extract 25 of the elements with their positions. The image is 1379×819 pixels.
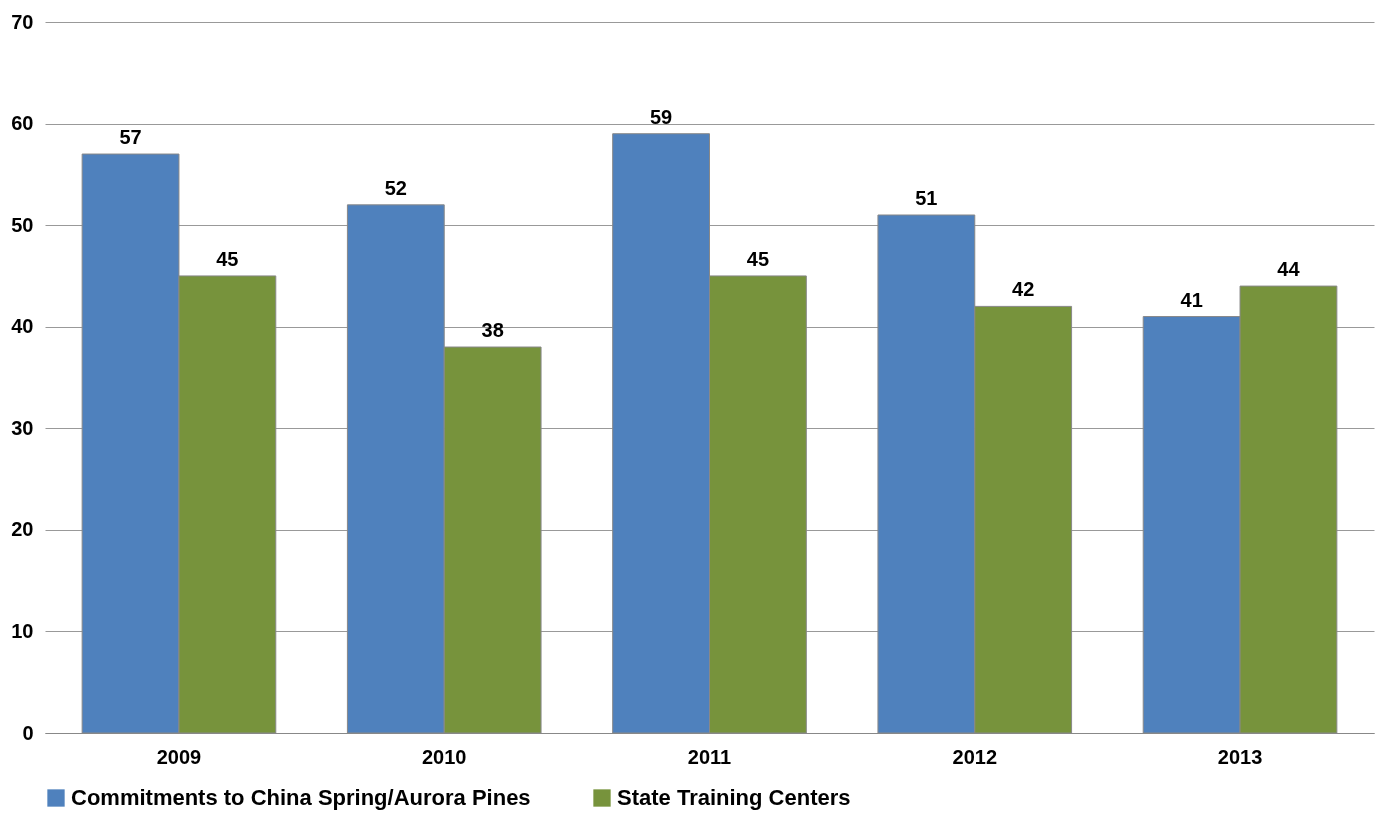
data-label: 45 — [216, 247, 239, 270]
y-tick-label: 20 — [11, 518, 34, 541]
data-label: 45 — [746, 247, 770, 270]
y-tick-label: 10 — [11, 619, 34, 642]
data-label: 52 — [384, 176, 407, 199]
data-label: 44 — [1277, 258, 1301, 281]
x-tick-label: 2011 — [687, 745, 732, 768]
y-tick-label: 50 — [11, 213, 34, 236]
data-label: 57 — [119, 126, 142, 149]
y-tick-label: 40 — [11, 315, 34, 338]
data-label: 41 — [1180, 288, 1203, 311]
x-tick-label: 2010 — [421, 745, 467, 768]
x-tick-label: 2009 — [156, 745, 202, 768]
y-tick-label: 60 — [11, 112, 34, 135]
data-label: 59 — [649, 105, 673, 128]
data-label: 51 — [915, 186, 938, 209]
y-tick-label: 30 — [11, 416, 34, 439]
y-tick-label: 0 — [22, 721, 34, 744]
legend-label: Commitments to China Spring/Aurora Pines — [71, 785, 531, 810]
x-tick-label: 2013 — [1217, 745, 1263, 768]
x-tick-label: 2012 — [952, 745, 998, 768]
legend-label: State Training Centers — [617, 785, 851, 810]
data-label: 38 — [481, 319, 504, 342]
y-tick-label: 70 — [11, 10, 34, 33]
data-label: 42 — [1012, 278, 1035, 301]
